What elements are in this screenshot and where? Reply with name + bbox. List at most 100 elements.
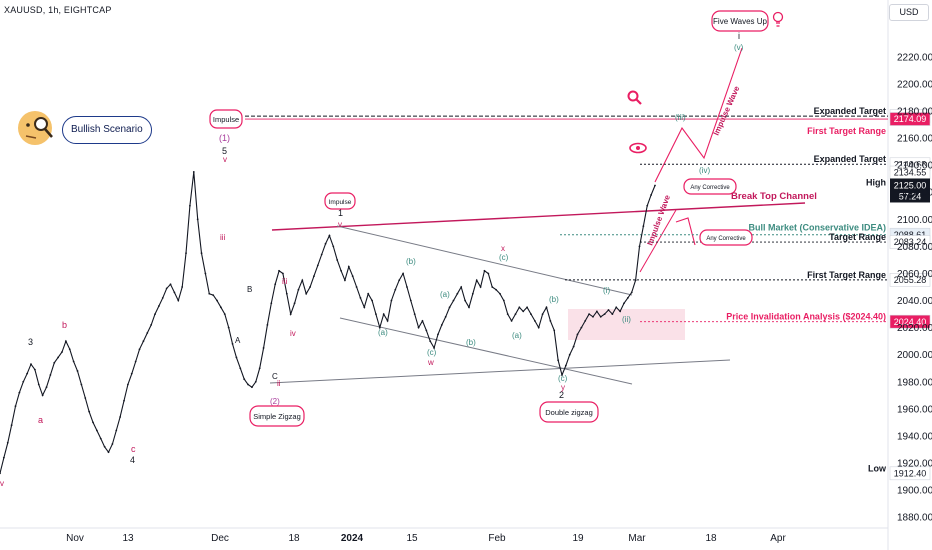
price-point bbox=[130, 372, 133, 375]
price-point bbox=[398, 279, 401, 282]
annotation-any-corrective-2: Any Corrective bbox=[699, 229, 753, 246]
price-point bbox=[332, 245, 335, 248]
svg-text:Any Corrective: Any Corrective bbox=[690, 185, 730, 191]
price-point bbox=[347, 265, 350, 268]
x-tick-label: Dec bbox=[211, 533, 229, 544]
wave-label: (iv) bbox=[699, 166, 710, 175]
price-point bbox=[394, 288, 397, 291]
price-point bbox=[344, 279, 346, 282]
price-point bbox=[115, 429, 118, 432]
price-point bbox=[359, 296, 362, 299]
price-tag-value: 2088.61 bbox=[894, 230, 927, 240]
lower-channel-line bbox=[269, 359, 731, 384]
price-point bbox=[72, 360, 75, 363]
price-point bbox=[266, 324, 269, 326]
price-point bbox=[530, 313, 532, 315]
svg-text:Simple Zigzag: Simple Zigzag bbox=[253, 412, 301, 421]
price-point bbox=[421, 319, 424, 322]
price-point bbox=[223, 313, 226, 315]
svg-text:Double zigzag: Double zigzag bbox=[545, 408, 593, 417]
price-point bbox=[320, 253, 323, 256]
wave-label: c bbox=[131, 444, 136, 454]
annotation-five-waves-up: Five Waves Up bbox=[711, 10, 769, 32]
price-point bbox=[580, 326, 583, 329]
wave-label: (i) bbox=[603, 286, 610, 295]
price-point bbox=[549, 319, 552, 322]
price-point bbox=[84, 397, 87, 399]
y-tick-label: 2060.00 bbox=[897, 269, 932, 280]
price-point bbox=[630, 291, 633, 294]
price-point bbox=[592, 315, 594, 318]
price-point bbox=[169, 283, 172, 286]
lightbulb-icon bbox=[772, 11, 784, 27]
wave-label: i bbox=[738, 31, 740, 41]
bar-countdown: 57:24 bbox=[899, 191, 922, 201]
wedge-lower-line bbox=[339, 317, 633, 385]
annotation-simple-zigzag: Simple Zigzag bbox=[249, 405, 305, 427]
price-point bbox=[336, 259, 339, 261]
price-point bbox=[247, 383, 249, 386]
price-point bbox=[375, 313, 377, 315]
price-point bbox=[150, 324, 153, 326]
price-point bbox=[274, 283, 277, 286]
current-price-value: 2125.00 bbox=[894, 180, 927, 190]
price-point bbox=[440, 324, 443, 326]
y-tick-label: 2000.00 bbox=[897, 350, 932, 361]
price-point bbox=[181, 286, 184, 288]
x-tick-label: 18 bbox=[288, 533, 300, 544]
price-point bbox=[146, 332, 149, 334]
wave-label: (c) bbox=[427, 348, 437, 357]
y-tick-label: 1960.00 bbox=[897, 404, 932, 415]
price-point bbox=[45, 386, 48, 389]
price-point bbox=[603, 313, 606, 315]
price-point bbox=[572, 345, 575, 348]
price-point bbox=[448, 306, 451, 309]
wave-label: iii bbox=[282, 277, 288, 286]
wave-label: ii bbox=[277, 379, 281, 388]
currency-button[interactable]: USD bbox=[889, 4, 929, 21]
break-top-channel-label: Break Top Channel bbox=[731, 191, 817, 202]
impulse-wave-line-lower bbox=[639, 209, 677, 273]
y-axis: 1880.00 1900.00 1920.00 1940.00 1960.00 1980.… bbox=[897, 52, 932, 523]
price-point bbox=[355, 286, 358, 288]
price-point bbox=[413, 313, 416, 315]
x-tick-label: 18 bbox=[705, 533, 717, 544]
price-point bbox=[386, 319, 389, 322]
price-point bbox=[216, 299, 218, 302]
price-point bbox=[37, 383, 40, 386]
price-tag-value: 2055.28 bbox=[894, 275, 927, 285]
bullish-scenario-badge: Bullish Scenario bbox=[62, 116, 152, 144]
price-point bbox=[340, 269, 342, 272]
price-point bbox=[57, 356, 60, 359]
price-point bbox=[68, 348, 71, 351]
wave-label: (iii) bbox=[675, 113, 686, 122]
price-point bbox=[491, 286, 494, 288]
wave-label: 3 bbox=[28, 337, 33, 347]
wave-label: (ii) bbox=[622, 315, 631, 324]
svg-text:Any Corrective: Any Corrective bbox=[706, 236, 746, 242]
price-point bbox=[297, 288, 300, 291]
annotation-impulse-2: Impulse bbox=[324, 192, 356, 210]
x-tick-label: Apr bbox=[770, 533, 786, 544]
price-point bbox=[185, 252, 187, 255]
wave-label: v bbox=[223, 155, 227, 164]
y-tick-label: 2020.00 bbox=[897, 323, 932, 334]
price-point bbox=[382, 313, 385, 315]
price-point bbox=[619, 310, 622, 313]
price-point bbox=[351, 275, 354, 278]
price-point bbox=[650, 194, 653, 196]
price-point bbox=[161, 296, 164, 299]
price-line-label: Price Invalidation Analysis ($2024.40) bbox=[726, 312, 886, 322]
wave-label: a bbox=[38, 415, 43, 425]
invalidation-zone bbox=[568, 309, 685, 340]
price-point bbox=[107, 451, 110, 454]
chart-symbol-title: XAUUSD, 1h, EIGHTCAP bbox=[4, 5, 112, 15]
y-tick-label: 2200.00 bbox=[897, 79, 932, 90]
annotation-impulse-1: Impulse bbox=[209, 109, 243, 129]
price-point bbox=[301, 279, 304, 282]
price-series-line bbox=[0, 171, 656, 474]
price-point bbox=[22, 380, 25, 383]
price-tag bbox=[889, 112, 931, 126]
x-tick-label: 2024 bbox=[341, 533, 364, 544]
